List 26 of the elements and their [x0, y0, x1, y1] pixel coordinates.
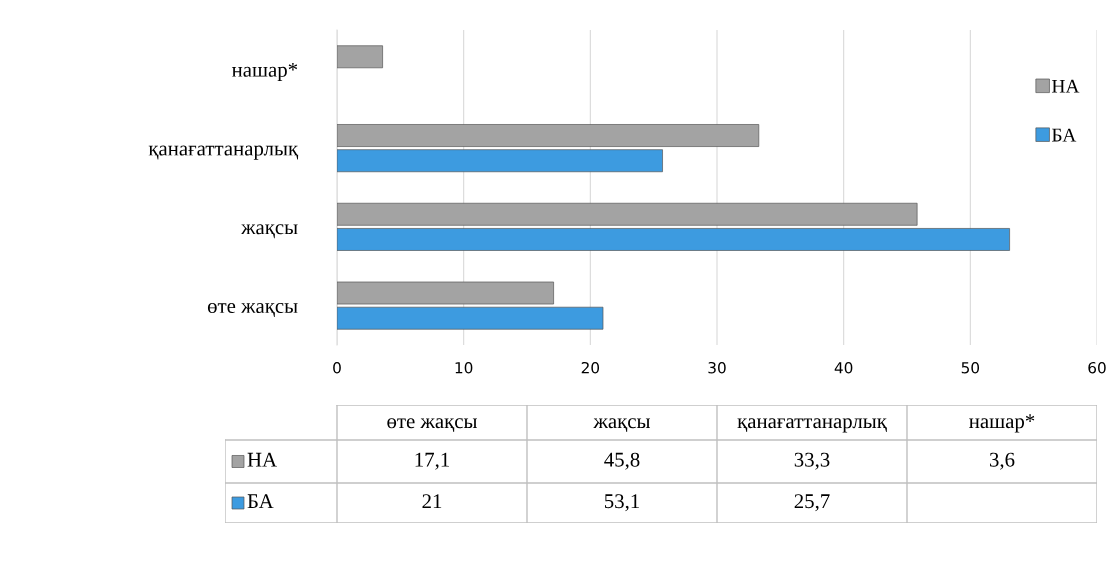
text: БА	[247, 494, 274, 509]
y-tick-label: жақсы	[241, 224, 298, 239]
category-label: нашар*	[969, 414, 1035, 433]
x-tick-label: 20	[581, 361, 600, 374]
text: 21	[422, 494, 442, 509]
y-tick-label: нашар*	[231, 62, 298, 82]
y-tick-label: өте жақсы	[207, 303, 298, 317]
x-tick-label: 40	[834, 361, 853, 374]
text: 17,1	[415, 452, 449, 470]
category-label: қанағаттанарлық	[737, 418, 887, 433]
x-tick-label: 60	[1088, 361, 1106, 374]
text: 25,7	[794, 494, 830, 512]
text: 3,6	[989, 452, 1015, 470]
category-label: жақсы	[593, 418, 651, 433]
text: 45,8	[604, 452, 640, 470]
x-tick-label: 0	[333, 361, 341, 374]
text: 53,1	[604, 494, 639, 512]
x-tick-label: 50	[961, 361, 980, 374]
text: НА	[247, 452, 277, 467]
category-label: өте жақсы	[387, 418, 477, 433]
y-tick-label: қанағаттанарлық	[148, 145, 299, 160]
legend-label: БА	[1051, 128, 1077, 142]
legend-label: НА	[1051, 79, 1080, 93]
x-tick-label: 30	[708, 361, 726, 374]
text: 33,3	[794, 452, 830, 470]
x-tick-label: 10	[455, 361, 473, 374]
